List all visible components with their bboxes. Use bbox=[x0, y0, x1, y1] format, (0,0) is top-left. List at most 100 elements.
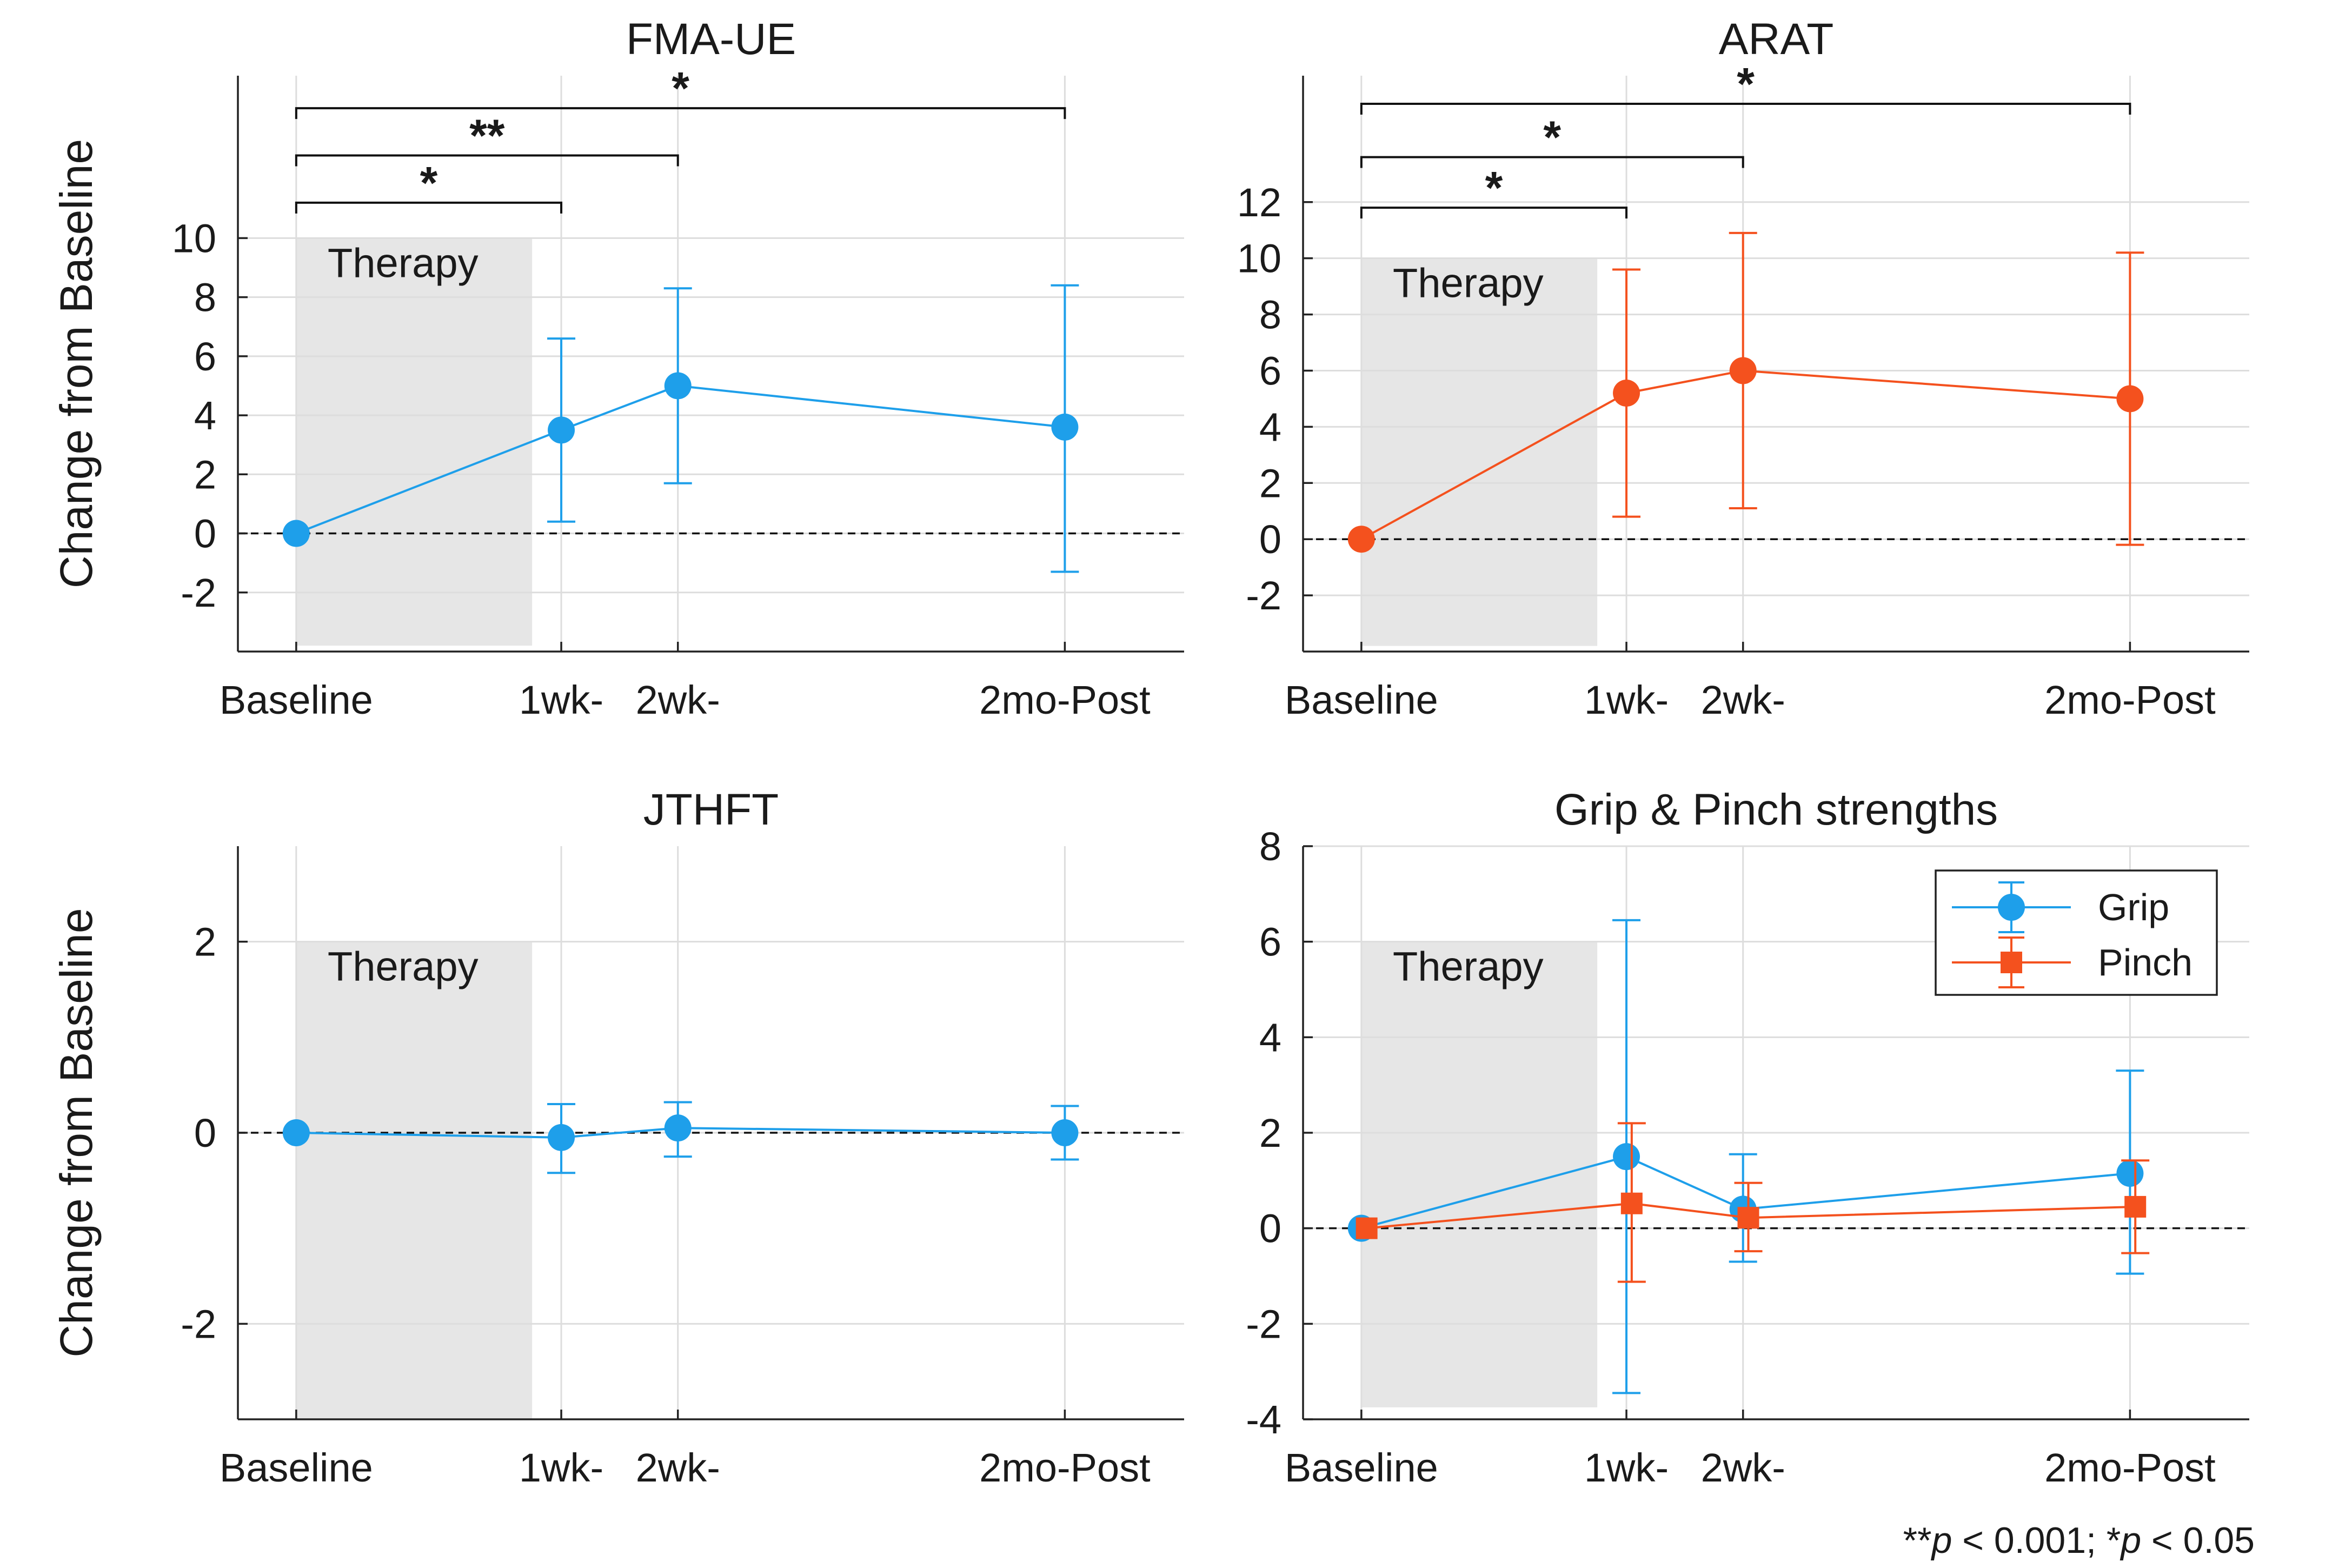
series-line bbox=[1361, 1155, 2130, 1230]
y-tick-label: 4 bbox=[1259, 1015, 1281, 1060]
x-tick-label: 2mo-Post bbox=[979, 677, 1151, 722]
significance-bracket bbox=[295, 201, 563, 214]
y-tick-label: -2 bbox=[1246, 573, 1281, 618]
series-line bbox=[296, 1127, 1065, 1139]
panel-title: FMA-UE bbox=[626, 15, 796, 64]
legend-marker bbox=[1998, 894, 2025, 921]
y-axis-label: Change from Baseline bbox=[51, 139, 102, 588]
y-tick-label: 4 bbox=[1259, 404, 1281, 449]
data-point bbox=[664, 372, 692, 400]
x-tick-label: Baseline bbox=[220, 677, 373, 722]
x-tick-label: 2mo-Post bbox=[2044, 677, 2216, 722]
footnote-p1: p bbox=[1931, 1520, 1952, 1561]
significance-star: * bbox=[1543, 112, 1561, 163]
significance-star: ** bbox=[469, 110, 505, 161]
x-tick-label: 1wk- bbox=[1584, 1445, 1669, 1490]
footnote-double-star: ** bbox=[1903, 1520, 1932, 1561]
data-point bbox=[2116, 385, 2144, 413]
data-point bbox=[1613, 1143, 1640, 1171]
x-tick-label: 1wk- bbox=[519, 1445, 603, 1490]
y-tick-label: -2 bbox=[181, 570, 216, 615]
significance-star: * bbox=[1737, 58, 1755, 109]
x-tick-label: 2mo-Post bbox=[979, 1445, 1151, 1490]
data-point bbox=[548, 1124, 575, 1151]
chart-panel-fma: Therapy -2 0 2 4 6 8 10 Baseline 1wk- 2wk- 2mo-Post… bbox=[51, 15, 1184, 722]
y-tick-label: -2 bbox=[181, 1301, 216, 1346]
x-tick-label: 1wk- bbox=[1584, 677, 1669, 722]
significance-bracket bbox=[295, 107, 1066, 119]
data-point bbox=[1613, 380, 1640, 407]
data-point bbox=[1051, 413, 1079, 441]
significance-bracket bbox=[1360, 156, 1744, 168]
significance-star: * bbox=[1485, 162, 1503, 213]
panel-title: JTHFT bbox=[643, 785, 779, 834]
legend: Grip Pinch bbox=[1935, 869, 2218, 996]
panel-title: Grip & Pinch strengths bbox=[1554, 785, 1998, 834]
footnote-single-star: * bbox=[2106, 1520, 2121, 1561]
legend-marker bbox=[2001, 952, 2022, 973]
y-tick-label: 0 bbox=[1259, 517, 1281, 562]
significance-bracket bbox=[295, 154, 679, 167]
data-point bbox=[1356, 1217, 1378, 1239]
chart-panel-jthft: Therapy -2 0 2 Baseline 1wk- 2wk- 2mo-Post JTHFT… bbox=[51, 785, 1184, 1490]
y-tick-label: 2 bbox=[194, 452, 216, 497]
therapy-label: Therapy bbox=[1393, 261, 1544, 307]
x-tick-label: Baseline bbox=[1285, 1445, 1438, 1490]
y-tick-label: 12 bbox=[1237, 180, 1281, 225]
significance-bracket bbox=[1360, 207, 1628, 219]
y-tick-label: 10 bbox=[172, 216, 216, 261]
x-tick-label: 2wk- bbox=[1701, 1445, 1785, 1490]
x-tick-label: 2wk- bbox=[636, 677, 720, 722]
series-line bbox=[1366, 1202, 2136, 1230]
footnote-threshold-1: < 0.001; bbox=[1952, 1520, 2107, 1561]
series-line bbox=[296, 384, 1065, 535]
legend-label: Grip bbox=[2098, 886, 2169, 928]
data-point bbox=[1347, 526, 1375, 553]
therapy-label: Therapy bbox=[1393, 944, 1544, 990]
y-tick-label: 2 bbox=[194, 920, 216, 965]
y-tick-label: -4 bbox=[1246, 1397, 1281, 1442]
y-tick-label: 4 bbox=[194, 393, 216, 438]
significance-footnote: **p < 0.001; *p < 0.05 bbox=[1903, 1519, 2255, 1562]
data-point bbox=[282, 520, 310, 547]
data-point bbox=[664, 1114, 692, 1142]
x-tick-label: 2wk- bbox=[1701, 677, 1785, 722]
significance-star: * bbox=[672, 63, 689, 114]
data-point bbox=[1620, 1192, 1643, 1214]
x-tick-label: Baseline bbox=[220, 1445, 373, 1490]
x-tick-label: 2mo-Post bbox=[2044, 1445, 2216, 1490]
y-tick-label: 6 bbox=[1259, 920, 1281, 965]
footnote-threshold-2: < 0.05 bbox=[2141, 1520, 2255, 1561]
y-axis-label: Change from Baseline bbox=[51, 908, 102, 1357]
data-point bbox=[2116, 1160, 2144, 1187]
y-tick-label: 2 bbox=[1259, 461, 1281, 506]
y-tick-label: 2 bbox=[1259, 1111, 1281, 1155]
data-point bbox=[282, 1119, 310, 1146]
y-tick-label: 6 bbox=[194, 334, 216, 379]
y-tick-label: -2 bbox=[1246, 1301, 1281, 1346]
therapy-shade bbox=[1361, 258, 1598, 646]
therapy-label: Therapy bbox=[328, 944, 479, 990]
data-point bbox=[2124, 1195, 2147, 1218]
y-tick-label: 8 bbox=[1259, 824, 1281, 869]
series-line bbox=[1360, 369, 2130, 540]
chart-panel-grip: Therapy -4 -2 0 2 4 6 8 Baseline 1wk- 2wk- 2mo-Post… bbox=[1246, 785, 2249, 1490]
data-point bbox=[1737, 1207, 1759, 1229]
therapy-label: Therapy bbox=[328, 240, 479, 286]
y-tick-label: 8 bbox=[1259, 293, 1281, 337]
legend-box bbox=[1935, 869, 2218, 996]
panel-title: ARAT bbox=[1719, 15, 1834, 64]
x-tick-label: Baseline bbox=[1285, 677, 1438, 722]
footnote-p2: p bbox=[2121, 1520, 2142, 1561]
y-tick-label: 0 bbox=[194, 511, 216, 556]
chart-panel-arat: Therapy -2 0 2 4 6 8 10 12 Baseline 1wk- 2wk- 2mo-Po… bbox=[1237, 15, 2249, 722]
legend-label: Pinch bbox=[2098, 941, 2192, 984]
significance-star: * bbox=[420, 157, 438, 208]
x-tick-label: 1wk- bbox=[519, 677, 603, 722]
x-tick-label: 2wk- bbox=[636, 1445, 720, 1490]
y-tick-label: 6 bbox=[1259, 348, 1281, 393]
y-tick-label: 0 bbox=[1259, 1206, 1281, 1251]
data-point bbox=[1051, 1119, 1079, 1146]
data-point bbox=[548, 416, 575, 444]
